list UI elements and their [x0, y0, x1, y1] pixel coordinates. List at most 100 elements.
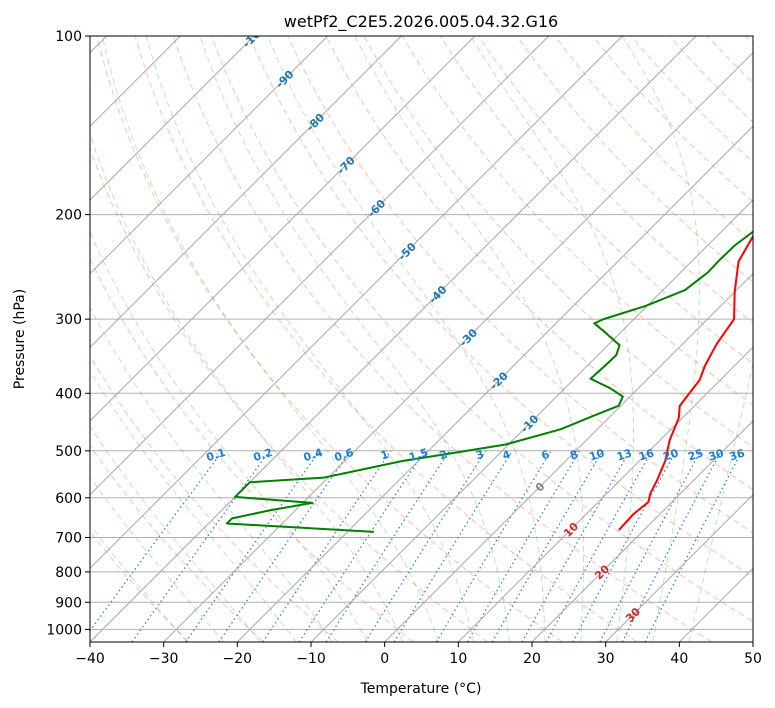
mixing-ratio-line	[90, 450, 224, 632]
mixing-ratio-lines	[90, 450, 743, 642]
mixing-ratio-label: 16	[637, 446, 656, 463]
x-axis-label: Temperature (°C)	[360, 681, 482, 697]
mixing-ratio-line	[262, 450, 392, 642]
mixing-ratio-label: 20	[662, 446, 681, 463]
isotherm-line	[90, 36, 329, 275]
isotherm-line	[90, 36, 623, 570]
dry-adiabat	[745, 36, 753, 45]
grid-layer	[90, 36, 753, 630]
mixing-ratio-label: 4	[501, 448, 513, 463]
dry-adiabat	[96, 36, 563, 642]
sounding-trace	[618, 234, 753, 531]
mixing-ratio-label: 1	[379, 448, 390, 463]
moist-adiabat	[90, 230, 369, 642]
mixing-ratio-label: 30	[707, 446, 726, 463]
mixing-ratio-label: 0.6	[333, 446, 356, 464]
mixing-ratio-line	[572, 450, 677, 642]
mixing-ratio-label: 3	[474, 448, 485, 463]
isotherms	[90, 36, 753, 642]
x-tick-label: 50	[744, 651, 762, 667]
y-tick-label: 800	[55, 565, 82, 581]
isotherm-line	[678, 567, 753, 642]
isotherm-line	[384, 272, 753, 642]
x-tick-label: −10	[296, 651, 326, 667]
dry-adiabat	[90, 257, 414, 642]
isotherm-line	[457, 346, 753, 642]
mixing-ratio-line	[298, 450, 426, 642]
moist-adiabat	[145, 36, 475, 642]
mixing-ratio-line	[185, 450, 321, 642]
y-tick-label: 500	[55, 444, 82, 460]
mixing-ratio-line	[393, 450, 513, 642]
moist-adiabat	[354, 36, 585, 642]
dry-adiabat	[554, 36, 753, 243]
x-tick-label: 40	[670, 651, 688, 667]
isotherm-line	[90, 36, 402, 349]
moist-adiabat	[621, 36, 700, 642]
chart-title: wetPf2_C2E5.2026.005.04.32.G16	[284, 12, 558, 32]
moist-adiabat	[90, 476, 225, 642]
isotherm-line	[90, 36, 476, 422]
x-tick-label: −20	[223, 651, 253, 667]
mixing-ratio-line	[325, 450, 451, 642]
dry-adiabat	[592, 36, 753, 203]
x-tick-label: 30	[597, 651, 615, 667]
moist-adiabat	[90, 523, 188, 642]
dry-adiabat	[90, 530, 190, 642]
dry-adiabat	[287, 36, 753, 534]
isotherm-line	[90, 36, 255, 201]
isotherm-line	[90, 36, 697, 642]
moist-adiabat	[90, 369, 297, 642]
mixing-ratio-line	[435, 450, 552, 642]
mixing-ratio-label: 2	[438, 448, 449, 463]
isotherm-label: 0	[533, 480, 548, 495]
mixing-ratio-line	[218, 450, 351, 642]
y-axis-label: Pressure (hPa)	[12, 289, 28, 389]
dry-adiabat	[249, 36, 753, 578]
dry-adiabat	[90, 354, 339, 642]
mixing-ratio-label: 0.1	[205, 446, 228, 464]
mixing-ratio-line	[599, 450, 702, 642]
dry-adiabat	[134, 36, 638, 642]
isotherm-label: 10	[561, 520, 581, 540]
isotherm-line	[90, 36, 550, 496]
x-tick-label: −30	[149, 651, 179, 667]
dry-adiabat	[707, 36, 753, 84]
mixing-ratio-label: 10	[588, 446, 607, 463]
dry-adiabat	[90, 147, 488, 642]
moist-adiabats	[90, 36, 753, 642]
mixing-ratio-label: 6	[540, 448, 552, 463]
moist-adiabat	[90, 132, 404, 642]
moist-adiabat	[90, 306, 333, 642]
y-tick-label: 1000	[46, 622, 82, 638]
dry-adiabat	[172, 36, 712, 642]
mixing-ratio-label: 13	[615, 447, 634, 464]
isotherm-line	[605, 493, 753, 642]
mixing-ratio-line	[364, 450, 487, 642]
y-tick-label: 900	[55, 595, 82, 611]
moist-adiabat	[90, 425, 261, 642]
mixing-ratio-label: 8	[568, 448, 579, 463]
dry-adiabat	[90, 444, 264, 642]
x-tick-label: 20	[523, 651, 541, 667]
moist-adiabat	[199, 36, 510, 642]
x-tick-label: 10	[449, 651, 467, 667]
dry-adiabat	[669, 36, 753, 124]
plot-area: 0.1 0.2 0.4 0.6 1 1.5 2 3 4 6 8 10 13 16 20 25 30 36 -10 0 -…	[90, 36, 753, 642]
isotherm-line	[310, 199, 753, 642]
mixing-ratio-label: 36	[728, 446, 747, 463]
dry-adiabat	[211, 36, 753, 623]
dry-adiabats	[90, 36, 753, 642]
y-axis-ticks: 1000 900 800 700 600 500 400 300 200 100	[46, 29, 90, 638]
y-tick-label: 600	[55, 491, 82, 507]
dry-adiabat	[325, 36, 753, 491]
sounding-trace	[225, 230, 753, 533]
x-axis-ticks: −40 −30 −20 −10 0 10 20 30 40 50	[75, 642, 762, 667]
y-tick-label: 200	[55, 208, 82, 224]
sounding-profiles	[225, 230, 753, 533]
isotherm-label: -80	[304, 111, 327, 134]
mixing-ratio-label: 1.5	[407, 446, 430, 464]
plot-frame	[89, 35, 754, 643]
isotherm-line	[531, 420, 753, 642]
